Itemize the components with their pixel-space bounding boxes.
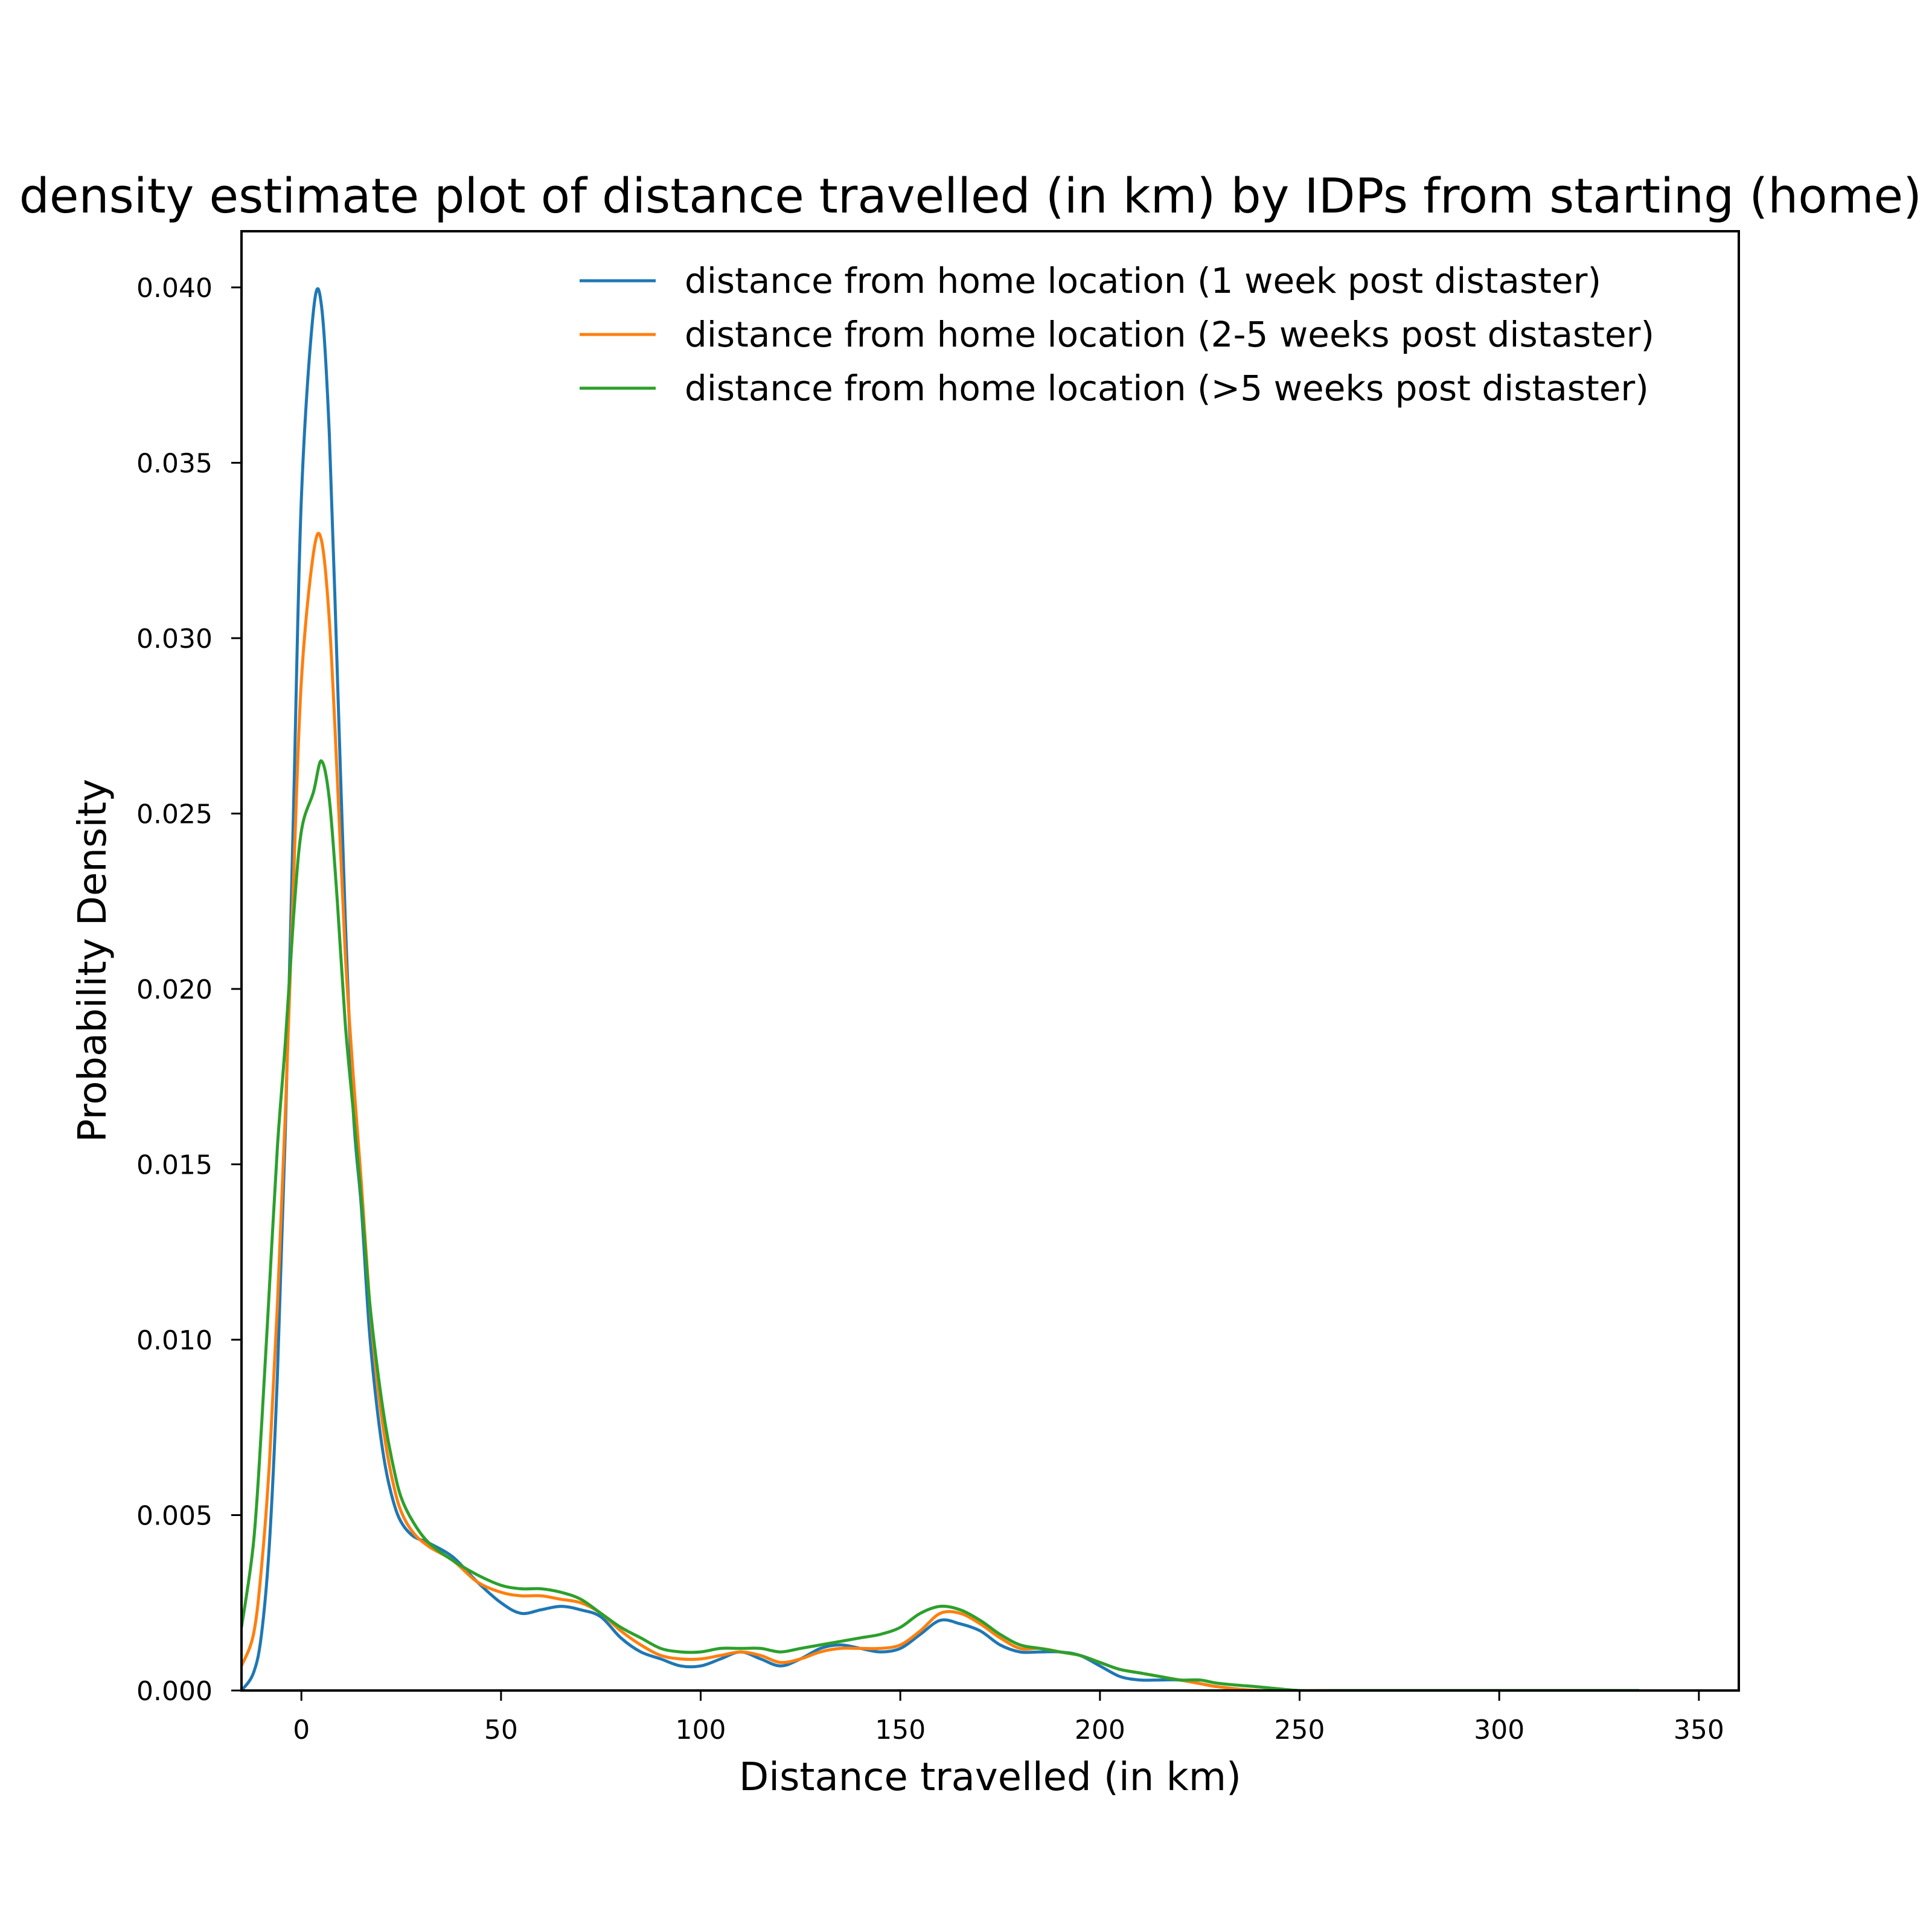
y-tick-label: 0.030 bbox=[136, 624, 213, 654]
y-axis: 0.000 0.005 0.010 0.015 0.020 0.025 0.030 0.035… bbox=[136, 273, 242, 1707]
legend-label-3: distance from home location (>5 weeks po… bbox=[685, 368, 1649, 409]
x-tick-label: 300 bbox=[1474, 1715, 1524, 1745]
y-tick-label: 0.035 bbox=[136, 448, 213, 479]
y-tick-label: 0.020 bbox=[136, 974, 213, 1005]
y-tick-label: 0.005 bbox=[136, 1500, 213, 1531]
y-tick-label: 0.015 bbox=[136, 1150, 213, 1180]
x-tick-label: 0 bbox=[293, 1715, 310, 1745]
legend-label-1: distance from home location (1 week post… bbox=[685, 260, 1601, 301]
legend-label-2: distance from home location (2-5 weeks p… bbox=[685, 314, 1654, 355]
x-tick-label: 250 bbox=[1275, 1715, 1325, 1745]
series-lines bbox=[242, 287, 1639, 1690]
x-tick-label: 350 bbox=[1674, 1715, 1724, 1745]
legend: distance from home location (1 week post… bbox=[580, 260, 1654, 409]
x-tick-label: 50 bbox=[484, 1715, 518, 1745]
plot-frame bbox=[240, 230, 1740, 1692]
x-tick-label: 200 bbox=[1075, 1715, 1125, 1745]
x-axis-label: Distance travelled (in km) bbox=[739, 1755, 1241, 1800]
y-tick-label: 0.000 bbox=[136, 1676, 213, 1707]
y-tick-label: 0.010 bbox=[136, 1325, 213, 1356]
x-axis: 0 50 100 150 200 250 300 350 bbox=[293, 1690, 1724, 1745]
x-tick-label: 150 bbox=[875, 1715, 926, 1745]
chart-title: Kernel density estimate plot of distance… bbox=[0, 168, 1932, 224]
y-tick-label: 0.025 bbox=[136, 799, 213, 830]
y-tick-label: 0.040 bbox=[136, 273, 213, 304]
x-tick-label: 100 bbox=[676, 1715, 726, 1745]
y-axis-label: Probability Density bbox=[71, 779, 115, 1142]
series-line-3 bbox=[242, 759, 1639, 1690]
